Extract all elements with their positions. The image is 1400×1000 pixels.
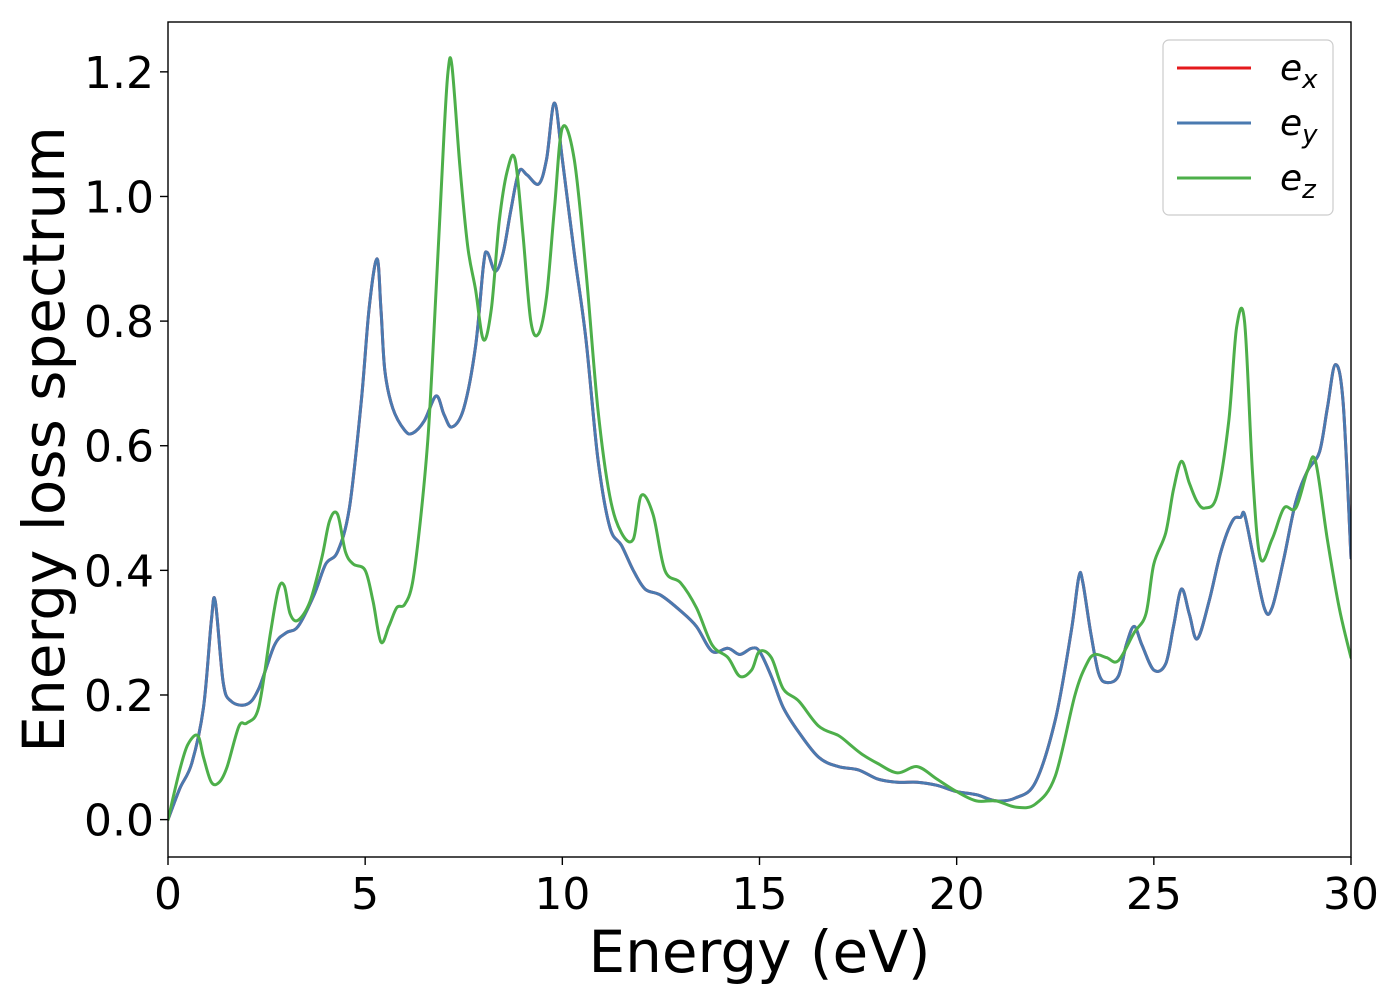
x-axis: 0 5 10 15 20 25 30 (154, 857, 1379, 920)
y-tick-label: 0.4 (84, 546, 154, 597)
y-tick-label: 0.6 (84, 422, 154, 473)
series-layer (168, 56, 1351, 822)
y-tick-label: 1.0 (84, 172, 154, 223)
legend-label-x: ex (1280, 48, 1318, 95)
y-tick-label: 0.0 (84, 796, 154, 847)
y-tick-label: 0.2 (84, 671, 154, 722)
legend-label-sub: x (1301, 65, 1318, 95)
y-axis-label: Energy loss spectrum (10, 126, 78, 752)
x-tick-label: 15 (732, 869, 788, 920)
legend-label-base: e (1280, 158, 1302, 199)
x-tick-label: 20 (929, 869, 985, 920)
legend-label-base: e (1280, 103, 1302, 144)
series-line-z (168, 56, 1351, 822)
legend-label-z: ez (1280, 158, 1317, 205)
x-tick-label: 0 (154, 869, 182, 920)
y-tick-label: 1.2 (84, 48, 154, 99)
y-tick-label: 0.8 (84, 297, 154, 348)
x-tick-label: 5 (351, 869, 379, 920)
legend-label-sub: y (1301, 120, 1318, 150)
x-axis-label: Energy (eV) (588, 918, 930, 986)
x-tick-label: 25 (1126, 869, 1182, 920)
x-tick-label: 10 (534, 869, 590, 920)
x-tick-label: 30 (1323, 869, 1379, 920)
series-line-y (168, 101, 1351, 822)
y-axis: 0.0 0.2 0.4 0.6 0.8 1.0 1.2 (84, 48, 168, 847)
legend-box (1162, 39, 1334, 216)
legend-label-sub: z (1301, 175, 1317, 205)
legend-label-y: ey (1280, 103, 1318, 150)
legend-label-base: e (1280, 48, 1302, 89)
